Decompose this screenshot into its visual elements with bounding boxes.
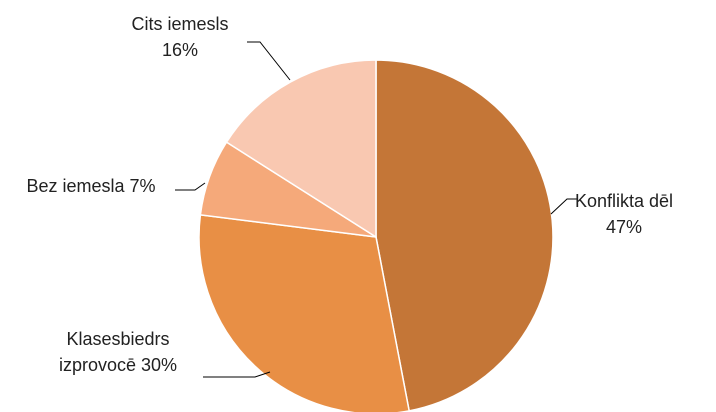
- data-label-line: Konflikta dēl: [575, 191, 673, 211]
- data-label-line: 47%: [606, 217, 642, 237]
- data-label-line: izprovocē 30%: [59, 355, 177, 375]
- leader-line-klasesbiedrs-izprovoce: [203, 371, 271, 378]
- data-label-line: Cits iemesls: [131, 14, 228, 34]
- data-label-cits-iemesls: Cits iemesls 16%: [131, 14, 228, 60]
- pie-slices: [198, 59, 554, 412]
- leader-line-bez-iemesla: [175, 182, 206, 191]
- leader-line-cits-iemesls: [247, 41, 291, 81]
- pie-slice-cits-iemesls: [225, 59, 377, 239]
- data-label-line: 16%: [162, 40, 198, 60]
- data-label-klasesbiedrs-izprovoce: Klasesbiedrs izprovocē 30%: [59, 329, 177, 375]
- data-labels: Konflikta dēl 47% Klasesbiedrs izprovocē 30…: [26, 14, 673, 375]
- pie-slice-klasesbiedrs-izprovoce: [198, 213, 411, 412]
- pie-slice-konflikta-del: [375, 59, 554, 412]
- data-label-bez-iemesla: Bez iemesla 7%: [26, 176, 155, 196]
- data-label-konflikta-del: Konflikta dēl 47%: [575, 191, 673, 237]
- data-label-line: Bez iemesla 7%: [26, 176, 155, 196]
- leader-lines: [175, 41, 578, 378]
- leader-line-konflikta-del: [550, 198, 578, 215]
- data-label-line: Klasesbiedrs: [66, 329, 169, 349]
